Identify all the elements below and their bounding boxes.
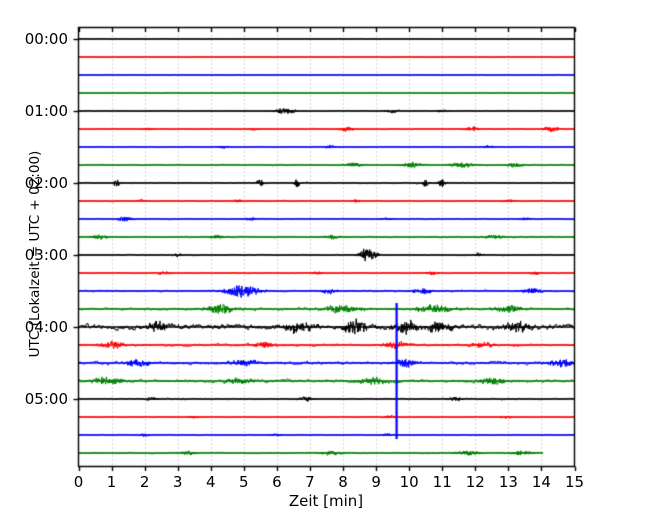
y-tick-label: 01:00	[24, 102, 68, 120]
y-tick-label: 02:00	[24, 174, 68, 192]
y-tick-label: 04:00	[24, 318, 68, 336]
y-tick-label: 00:00	[24, 30, 68, 48]
x-tick-label: 2	[139, 472, 150, 491]
x-tick-label: 3	[172, 472, 183, 491]
x-axis-label: Zeit [min]	[288, 492, 364, 510]
x-tick-label: 14	[531, 472, 551, 491]
x-tick-label: 9	[371, 472, 381, 491]
x-tick-label: 4	[205, 472, 216, 491]
x-tick-label: 11	[432, 472, 452, 491]
x-tick-label: 0	[73, 472, 84, 491]
x-tick-label: 1	[106, 472, 117, 491]
x-tick-label: 8	[338, 472, 348, 491]
x-tick-label: 5	[239, 472, 249, 491]
x-tick-label: 15	[564, 472, 585, 491]
x-tick-label: 10	[399, 472, 419, 491]
x-tick-label: 6	[272, 472, 282, 491]
y-tick-label: 03:00	[24, 246, 68, 264]
x-tick-label: 12	[465, 472, 485, 491]
y-tick-label: 05:00	[24, 390, 68, 408]
x-tick-label: 7	[305, 472, 315, 491]
x-tick-label: 13	[498, 472, 518, 491]
